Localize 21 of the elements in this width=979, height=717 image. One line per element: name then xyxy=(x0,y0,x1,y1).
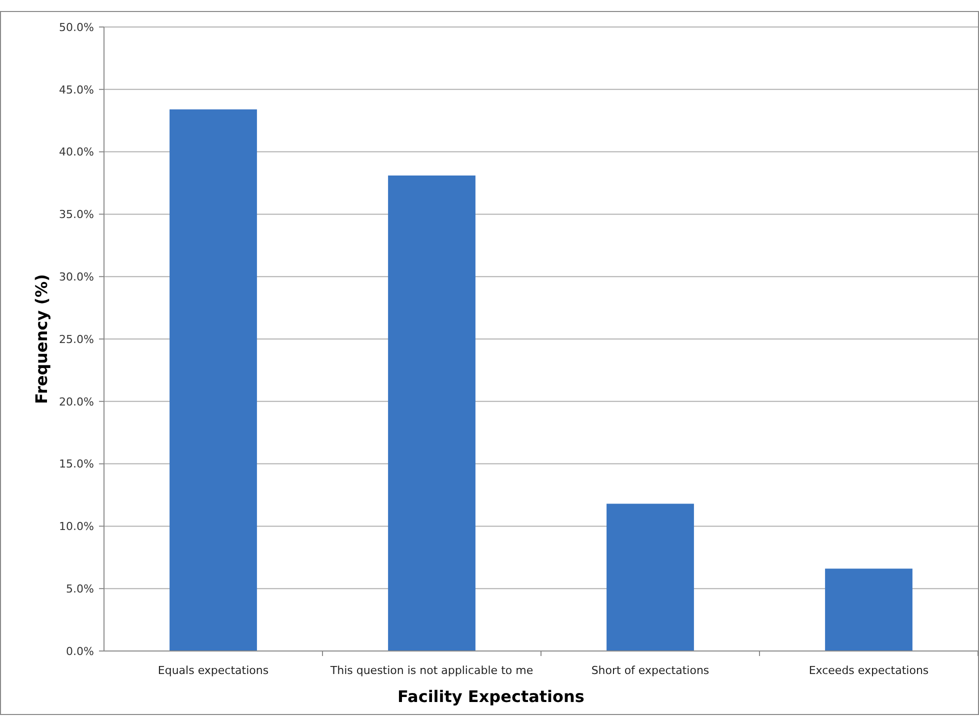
y-tick-label: 15.0% xyxy=(59,458,94,471)
x-axis-title: Facility Expectations xyxy=(398,687,584,706)
y-tick-label: 30.0% xyxy=(59,270,94,284)
y-tick-label: 0.0% xyxy=(66,644,94,658)
y-tick-label: 40.0% xyxy=(59,146,94,159)
x-tick-label: Equals expectations xyxy=(158,664,269,677)
y-tick-label: 5.0% xyxy=(66,582,94,596)
y-tick-label: 20.0% xyxy=(59,395,94,408)
x-tick-label: Exceeds expectations xyxy=(808,664,929,677)
y-tick-label: 50.0% xyxy=(59,20,94,34)
bar xyxy=(606,504,694,651)
bar xyxy=(170,109,257,651)
x-tick-label: Short of expectations xyxy=(591,664,710,677)
x-tick-label: This question is not applicable to me xyxy=(329,664,534,677)
y-tick-label: 25.0% xyxy=(59,332,94,346)
bar xyxy=(388,176,476,651)
bar xyxy=(825,568,912,651)
y-tick-label: 10.0% xyxy=(59,520,94,534)
y-tick-label: 35.0% xyxy=(59,208,94,222)
y-tick-label: 45.0% xyxy=(59,83,94,96)
y-axis-title: Frequency (%) xyxy=(32,274,51,404)
